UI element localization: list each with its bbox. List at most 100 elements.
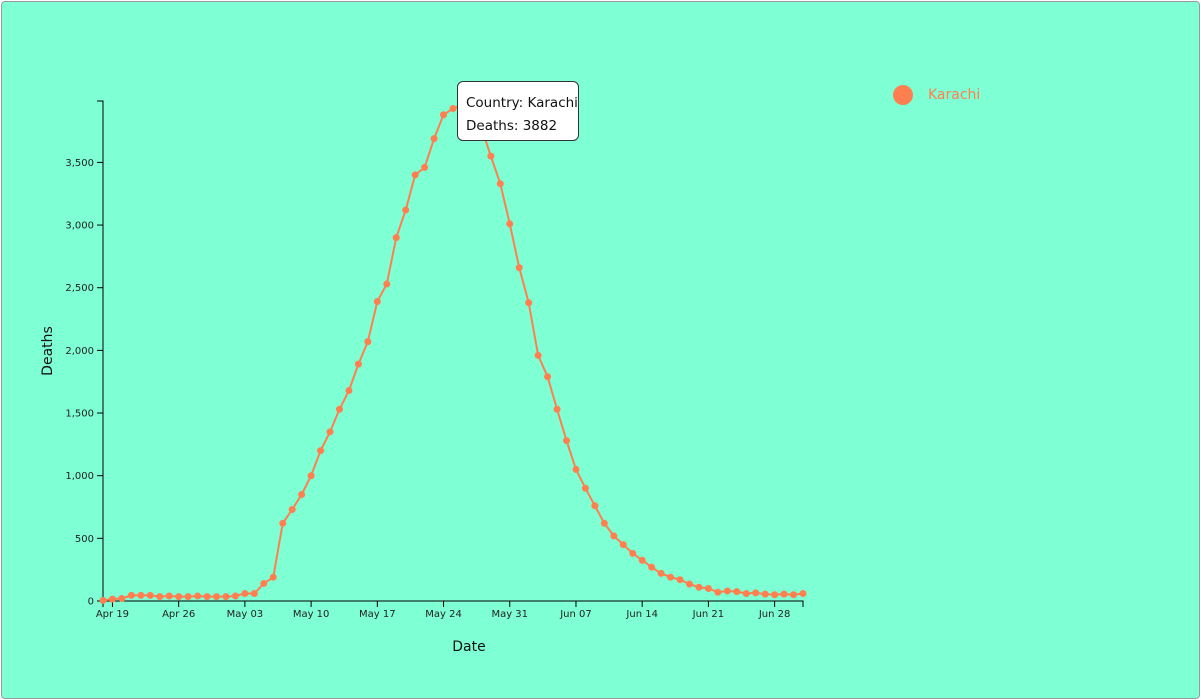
data-point bbox=[421, 163, 429, 171]
x-axis-domain bbox=[102, 600, 804, 607]
x-tick-label: May 03 bbox=[227, 609, 264, 620]
x-tick-label: Apr 26 bbox=[162, 609, 195, 620]
data-point bbox=[695, 583, 703, 591]
data-point bbox=[563, 437, 571, 445]
data-point bbox=[335, 405, 343, 413]
data-point bbox=[761, 590, 769, 598]
data-point bbox=[392, 234, 400, 242]
data-point bbox=[657, 569, 665, 577]
x-tick-label: May 24 bbox=[425, 609, 462, 620]
data-point bbox=[525, 299, 533, 307]
data-point bbox=[600, 519, 608, 527]
x-axis-title: Date bbox=[452, 639, 485, 655]
x-axis: Apr 19 Apr 26 May 03 May 10 May 17 May 24 May … bbox=[96, 600, 804, 620]
x-tick-label: Apr 19 bbox=[96, 609, 129, 620]
series-line-group bbox=[102, 103, 804, 602]
data-point bbox=[515, 264, 523, 272]
data-point bbox=[544, 373, 552, 381]
data-point bbox=[326, 428, 334, 436]
data-point bbox=[496, 180, 504, 188]
x-tick-label: Jun 07 bbox=[559, 609, 592, 620]
legend[interactable]: Karachi bbox=[893, 85, 980, 105]
y-axis-domain bbox=[97, 100, 104, 602]
data-point bbox=[250, 589, 258, 597]
data-point bbox=[676, 576, 684, 584]
data-point bbox=[411, 171, 419, 179]
data-point bbox=[553, 405, 561, 413]
data-point bbox=[581, 484, 589, 492]
data-point bbox=[704, 584, 712, 592]
data-point bbox=[771, 591, 779, 599]
data-point bbox=[231, 592, 239, 600]
data-point bbox=[118, 594, 126, 602]
data-point bbox=[714, 588, 722, 596]
data-point bbox=[534, 351, 542, 359]
data-point bbox=[146, 591, 154, 599]
tooltip: Country: Karachi Deaths: 3882 bbox=[457, 81, 579, 141]
y-tick-label: 1,500 bbox=[65, 409, 94, 420]
data-point bbox=[203, 593, 211, 601]
data-point bbox=[345, 386, 353, 394]
data-point bbox=[591, 502, 599, 510]
data-point bbox=[260, 579, 268, 587]
x-tick-label: May 17 bbox=[359, 609, 396, 620]
data-point bbox=[108, 595, 116, 603]
y-axis-title: Deaths bbox=[40, 326, 56, 376]
x-tick-label: Jun 21 bbox=[692, 609, 725, 620]
data-point bbox=[752, 589, 760, 597]
data-point bbox=[307, 472, 315, 480]
data-point bbox=[137, 591, 145, 599]
legend-label-karachi[interactable]: Karachi bbox=[928, 87, 981, 103]
data-point bbox=[317, 447, 325, 455]
y-tick-label: 2,500 bbox=[65, 283, 94, 294]
data-point bbox=[449, 105, 457, 113]
y-tick-label: 500 bbox=[75, 534, 94, 545]
y-tick-label: 2,000 bbox=[65, 346, 94, 357]
data-point bbox=[298, 490, 306, 498]
data-point bbox=[383, 280, 391, 288]
data-point bbox=[430, 135, 438, 143]
data-point bbox=[364, 338, 372, 346]
y-axis: 0 500 1,000 1,500 2,000 2,500 3,000 3,500 bbox=[65, 100, 104, 608]
data-point bbox=[241, 589, 249, 597]
data-point bbox=[790, 591, 798, 599]
data-point bbox=[184, 593, 192, 601]
data-point bbox=[648, 563, 656, 571]
tooltip-deaths: Deaths: 3882 bbox=[466, 118, 558, 134]
data-point bbox=[619, 541, 627, 549]
data-point bbox=[440, 111, 448, 119]
data-point bbox=[194, 592, 202, 600]
legend-marker-karachi bbox=[893, 85, 913, 105]
data-point bbox=[127, 591, 135, 599]
data-point bbox=[288, 506, 296, 514]
data-point bbox=[269, 573, 277, 581]
y-tick-label: 0 bbox=[88, 597, 94, 608]
data-point bbox=[780, 590, 788, 598]
x-tick-label: May 31 bbox=[491, 609, 528, 620]
tooltip-country: Country: Karachi bbox=[466, 95, 578, 111]
data-point bbox=[222, 593, 230, 601]
data-point bbox=[799, 589, 807, 597]
y-tick-label: 1,000 bbox=[65, 471, 94, 482]
x-tick-label: Jun 14 bbox=[625, 609, 658, 620]
data-point bbox=[506, 220, 514, 228]
data-point bbox=[402, 206, 410, 214]
data-point bbox=[610, 532, 618, 540]
data-point bbox=[354, 360, 362, 368]
data-point bbox=[733, 588, 741, 596]
y-tick-label: 3,500 bbox=[65, 158, 94, 169]
data-point bbox=[165, 592, 173, 600]
data-point bbox=[99, 596, 107, 604]
data-point bbox=[723, 587, 731, 595]
series-line-karachi bbox=[102, 103, 804, 602]
data-point bbox=[572, 465, 580, 473]
data-point bbox=[156, 593, 164, 601]
y-tick-label: 3,000 bbox=[65, 221, 94, 232]
data-point bbox=[373, 298, 381, 305]
data-point bbox=[629, 549, 637, 557]
data-point bbox=[175, 593, 183, 601]
x-tick-label: Jun 28 bbox=[758, 609, 791, 620]
data-point bbox=[487, 152, 495, 160]
